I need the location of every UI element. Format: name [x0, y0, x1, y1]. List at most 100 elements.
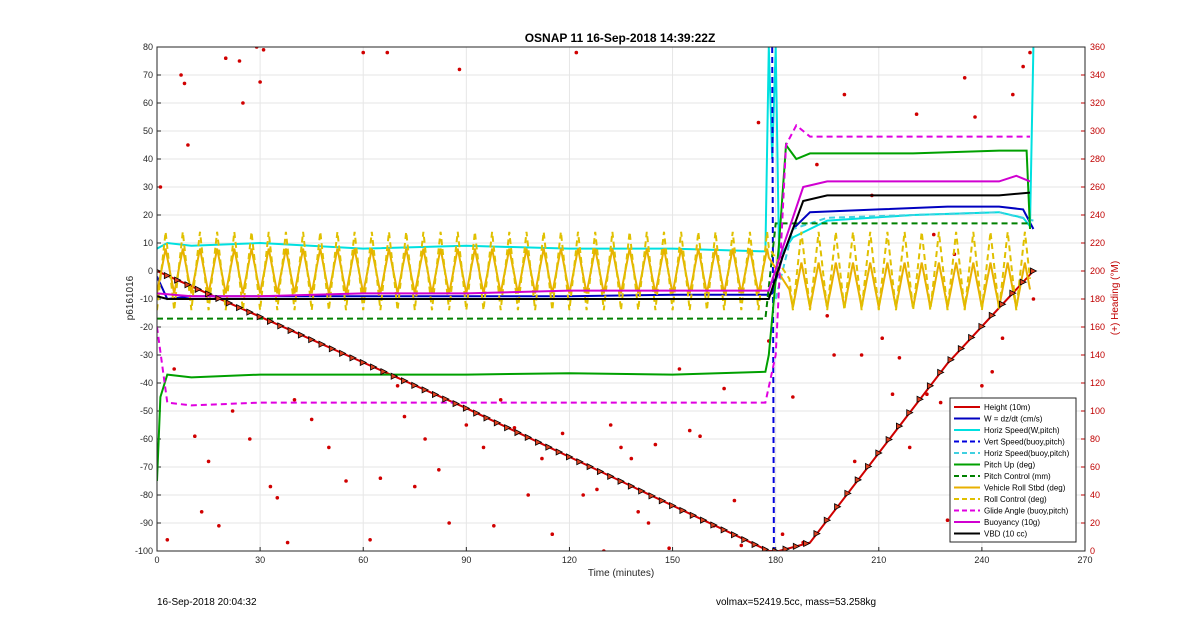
legend-entry: Pitch Control (mm): [984, 472, 1051, 481]
heading-point: [653, 442, 658, 447]
heading-point: [199, 510, 204, 514]
height-marker: [792, 542, 801, 550]
y-tick-label: 10: [143, 238, 153, 248]
heading-point: [581, 493, 585, 497]
footer-timestamp: 16-Sep-2018 20:04:32: [157, 597, 257, 608]
heading-point: [464, 423, 469, 427]
heading-point: [275, 496, 280, 500]
legend-entry: Vert Speed(buoy,pitch): [984, 438, 1065, 447]
legend-entry: Vehicle Roll Stbd (deg): [984, 484, 1066, 493]
y-tick-label: 30: [143, 182, 153, 192]
height-marker: [524, 433, 533, 442]
heading-point: [526, 493, 530, 497]
height-marker: [741, 535, 749, 544]
heading-point: [261, 48, 266, 52]
height-marker: [349, 354, 357, 362]
series-group: [157, 47, 1038, 551]
heading-point: [378, 476, 383, 481]
height-marker: [772, 547, 780, 551]
heading-point: [165, 538, 170, 542]
right-tick-label: 240: [1090, 210, 1105, 220]
height-marker: [287, 326, 295, 335]
height-marker: [1030, 267, 1038, 275]
heading-point: [412, 484, 417, 489]
heading-point: [722, 386, 726, 391]
height-marker: [865, 462, 873, 471]
height-marker: [401, 377, 409, 385]
heading-point: [687, 428, 692, 433]
height-marker: [720, 526, 729, 534]
heading-point: [1011, 92, 1015, 97]
height-marker: [947, 356, 955, 364]
heading-point: [756, 120, 761, 125]
series-line: [157, 191, 1031, 300]
height-marker: [297, 331, 306, 339]
height-marker: [731, 531, 739, 539]
legend-box: [949, 397, 1077, 543]
heading-point: [608, 423, 613, 427]
height-marker: [339, 349, 347, 357]
x-axis-label: Time (minutes): [588, 568, 654, 579]
heading-point: [309, 417, 314, 422]
heading-point: [945, 518, 950, 522]
y-tick-label: 60: [143, 98, 153, 108]
heading-point: [852, 459, 857, 464]
height-marker: [174, 276, 182, 284]
height-marker: [157, 269, 161, 273]
heading-point: [780, 532, 785, 536]
legend: Height (10m) W = dz/dt (cm/s) Horiz Speed(…: [949, 397, 1077, 543]
height-marker: [215, 294, 223, 303]
right-tick-label: 160: [1090, 322, 1105, 332]
y-tick-label: -10: [140, 294, 153, 304]
right-tick-label: 0: [1090, 546, 1095, 556]
height-marker: [225, 299, 234, 307]
height-marker: [978, 322, 986, 331]
plot-area: [157, 47, 1038, 551]
height-marker: [267, 317, 275, 325]
height-marker: [370, 363, 378, 371]
height-marker: [462, 404, 471, 412]
height-marker: [555, 448, 564, 456]
legend-entry: VBD (10 cc): [984, 530, 1027, 539]
heading-point: [481, 445, 486, 450]
heading-point: [925, 392, 929, 397]
heading-point: [248, 437, 252, 441]
height-marker: [514, 428, 522, 437]
right-tick-label: 260: [1090, 182, 1105, 192]
height-marker: [937, 368, 945, 377]
height-marker: [751, 540, 759, 549]
heading-point: [832, 353, 836, 357]
y-tick-label: -60: [140, 434, 153, 444]
heading-point: [172, 367, 176, 371]
heading-point: [241, 101, 245, 105]
height-marker: [627, 482, 636, 490]
heading-point: [512, 426, 517, 430]
heading-point: [825, 314, 830, 318]
height-marker: [483, 414, 491, 422]
x-tick-label: 270: [1077, 555, 1092, 565]
height-marker: [246, 308, 254, 316]
series-line: [157, 231, 1031, 311]
x-tick-label: 120: [562, 555, 577, 565]
right-tick-label: 80: [1090, 434, 1100, 444]
heading-point: [368, 538, 372, 542]
heading-point: [186, 143, 190, 147]
heading-point: [907, 445, 912, 450]
y-tick-label: 20: [143, 210, 153, 220]
heading-point: [880, 336, 885, 341]
heading-point: [595, 487, 599, 492]
right-tick-label: 360: [1090, 42, 1105, 52]
x-tick-label: 60: [358, 555, 368, 565]
height-marker: [669, 501, 677, 510]
heading-point: [327, 445, 331, 450]
heading-point: [667, 546, 671, 550]
right-tick-label: 280: [1090, 154, 1105, 164]
series-line: [157, 47, 1035, 261]
x-tick-label: 210: [871, 555, 886, 565]
heading-point: [223, 56, 228, 60]
height-marker: [545, 443, 553, 451]
x-tick-label: 240: [974, 555, 989, 565]
heading-point: [698, 434, 702, 439]
heading-point: [285, 540, 290, 545]
right-tick-label: 120: [1090, 378, 1105, 388]
